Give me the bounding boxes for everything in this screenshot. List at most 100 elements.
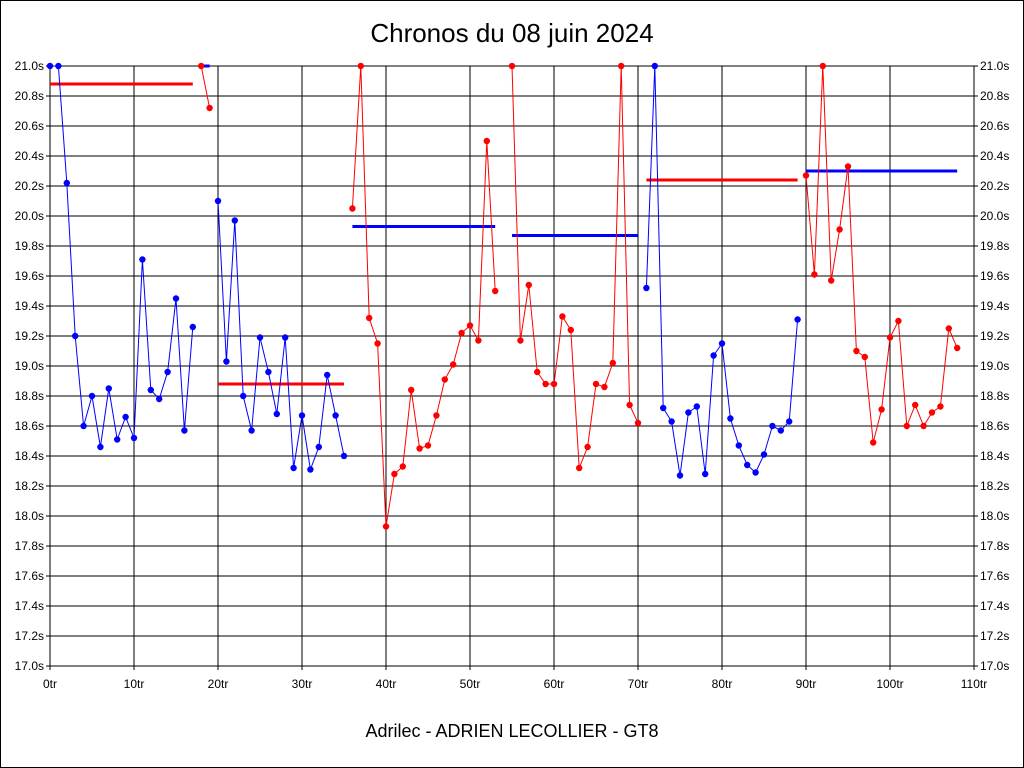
data-point: [282, 334, 289, 341]
data-point: [206, 104, 213, 112]
series-line: [511, 65, 639, 469]
y-tick-label-left: 20.2s: [15, 179, 44, 193]
data-point: [139, 256, 146, 263]
data-point: [181, 427, 188, 434]
data-point: [332, 412, 339, 419]
y-tick-label-left: 17.4s: [15, 599, 44, 613]
data-point: [676, 472, 684, 479]
data-point: [416, 445, 423, 452]
series-line: [351, 65, 496, 527]
data-point: [80, 422, 87, 430]
y-tick-label-left: 21.0s: [15, 59, 44, 73]
y-tick-label-right: 18.0s: [980, 509, 1009, 523]
series-line: [200, 65, 211, 109]
data-point: [634, 419, 642, 427]
data-point: [231, 217, 238, 224]
data-point: [172, 295, 180, 302]
data-point: [735, 442, 742, 449]
x-tick-label: 50tr: [460, 677, 481, 691]
data-point: [550, 380, 558, 388]
data-point: [114, 436, 121, 443]
data-point: [618, 62, 625, 70]
y-tick-label-left: 20.8s: [15, 89, 44, 103]
data-point: [156, 395, 163, 403]
x-tick-label: 110tr: [961, 677, 987, 691]
x-tick-label: 0tr: [43, 677, 57, 691]
y-tick-label-left: 17.8s: [15, 539, 44, 553]
data-point: [55, 62, 62, 70]
data-point: [391, 470, 398, 478]
y-tick-label-right: 18.2s: [980, 479, 1009, 493]
y-tick-label-left: 18.6s: [15, 419, 44, 433]
x-tick-label: 60tr: [544, 677, 565, 691]
data-point: [441, 376, 448, 383]
data-point: [668, 418, 675, 425]
data-point: [660, 404, 667, 412]
data-point: [886, 334, 894, 341]
data-point: [895, 317, 902, 325]
y-tick-label-right: 17.4s: [980, 599, 1009, 613]
data-point: [273, 410, 280, 418]
data-point: [223, 358, 230, 365]
data-point: [643, 284, 650, 292]
data-point: [903, 422, 910, 430]
y-tick-label-right: 19.8s: [980, 239, 1009, 253]
data-point: [492, 287, 499, 295]
x-tick-label: 70tr: [628, 677, 649, 691]
y-tick-label-left: 19.0s: [15, 359, 44, 373]
data-point: [63, 179, 70, 187]
data-point: [189, 323, 196, 331]
y-tick-label-left: 19.4s: [15, 299, 44, 313]
series-line: [217, 200, 345, 472]
y-tick-label-right: 20.8s: [980, 89, 1009, 103]
data-point: [802, 172, 810, 179]
data-point: [458, 329, 465, 337]
data-point: [861, 353, 868, 361]
y-tick-label-left: 19.2s: [15, 329, 44, 343]
data-point: [592, 380, 600, 388]
x-tick-label: 80tr: [712, 677, 733, 691]
data-point: [828, 277, 835, 284]
data-point: [626, 401, 633, 409]
data-point: [450, 361, 457, 368]
y-tick-label-left: 18.2s: [15, 479, 44, 493]
y-tick-label-left: 17.0s: [15, 659, 44, 673]
data-point: [466, 322, 474, 329]
data-point: [88, 392, 96, 400]
data-point: [853, 347, 860, 355]
data-point: [265, 368, 272, 376]
data-point: [609, 359, 616, 367]
data-point: [290, 464, 297, 472]
data-point: [937, 403, 944, 410]
data-point: [718, 340, 726, 347]
data-point: [601, 383, 608, 391]
data-point: [508, 62, 516, 70]
data-point: [475, 337, 482, 344]
x-tick-label: 40tr: [376, 677, 397, 691]
data-point: [315, 443, 322, 451]
y-tick-label-right: 19.6s: [980, 269, 1009, 283]
data-point: [928, 409, 936, 416]
data-point: [483, 137, 490, 145]
x-tick-label: 100tr: [876, 677, 903, 691]
data-point: [786, 418, 793, 425]
data-point: [710, 352, 717, 359]
data-point: [584, 443, 591, 451]
chart-footer: Adrilec - ADRIEN LECOLLIER - GT8: [365, 721, 659, 741]
data-point: [945, 325, 952, 332]
y-tick-label-left: 17.2s: [15, 629, 44, 643]
data-point: [46, 62, 54, 70]
series-line: [50, 65, 194, 448]
y-tick-label-right: 20.2s: [980, 179, 1009, 193]
data-point: [794, 316, 801, 323]
y-tick-label-right: 17.2s: [980, 629, 1009, 643]
data-point: [517, 337, 524, 344]
data-point: [920, 422, 927, 430]
data-point: [760, 451, 768, 458]
y-tick-label-left: 17.6s: [15, 569, 44, 583]
y-tick-label-left: 18.4s: [15, 449, 44, 463]
data-point: [366, 314, 373, 322]
y-tick-label-left: 19.8s: [15, 239, 44, 253]
data-point: [878, 406, 885, 413]
